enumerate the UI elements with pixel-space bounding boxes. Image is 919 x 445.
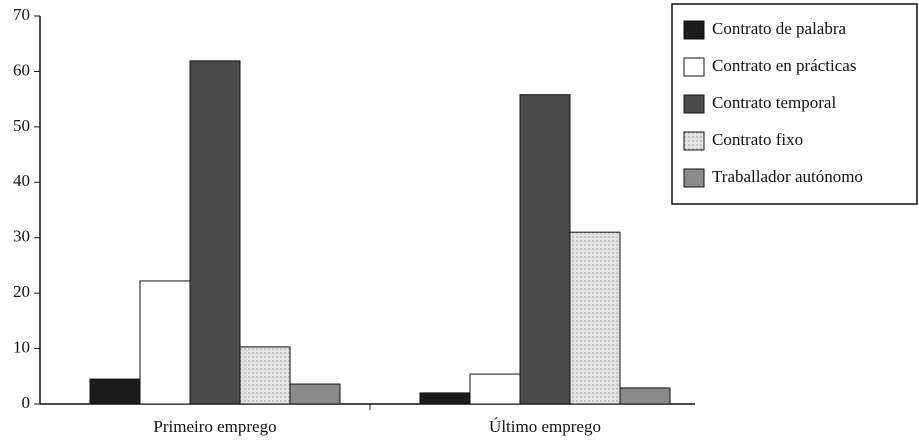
legend-label: Traballador autónomo: [712, 167, 863, 186]
legend-label: Contrato fixo: [712, 130, 803, 149]
bar: [619, 387, 671, 405]
bar: [569, 231, 621, 405]
x-tick-label: Último emprego: [489, 417, 601, 436]
y-tick-label: 60: [13, 60, 30, 79]
legend-label: Contrato en prácticas: [712, 56, 856, 75]
legend-swatch: [683, 20, 705, 40]
legend-label: Contrato de palabra: [712, 19, 847, 38]
y-tick-label: 70: [13, 5, 30, 24]
legend-swatch: [683, 131, 705, 151]
legend-label: Contrato temporal: [712, 93, 836, 112]
bar: [469, 373, 521, 405]
y-tick-label: 10: [13, 337, 30, 356]
bar: [89, 378, 141, 405]
bar: [519, 94, 571, 405]
legend-swatch: [683, 168, 705, 188]
y-tick-label: 50: [13, 116, 30, 135]
bar: [139, 280, 191, 405]
y-tick-label: 30: [13, 227, 30, 246]
legend-box: [671, 3, 918, 205]
y-tick-label: 20: [13, 282, 30, 301]
legend-swatch: [683, 94, 705, 114]
y-tick-label: 0: [22, 393, 31, 412]
legend-swatch: [683, 57, 705, 77]
bar: [419, 392, 471, 405]
bar: [289, 383, 341, 405]
bar: [189, 60, 241, 405]
x-tick-label: Primeiro emprego: [153, 417, 276, 436]
bar: [239, 346, 291, 405]
y-tick-label: 40: [13, 171, 30, 190]
